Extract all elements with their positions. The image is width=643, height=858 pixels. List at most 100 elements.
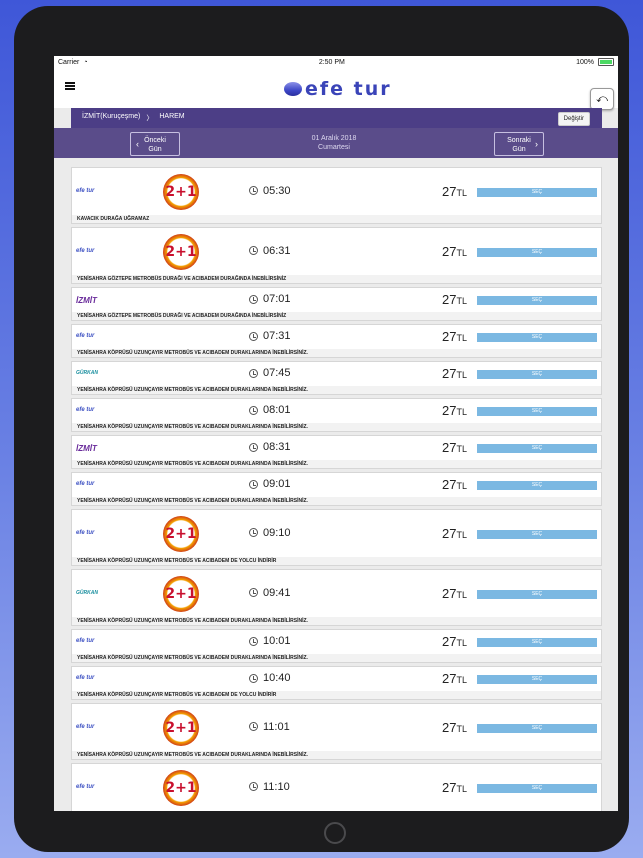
time-text: 09:41 [263, 586, 291, 599]
select-trip-button[interactable]: SEÇ [477, 783, 597, 793]
departure-time: 06:31 [249, 245, 291, 257]
trip-card[interactable]: efe tur 10:01 27TL SEÇ YENİSAHRA KÖPRÜSÜ UZU… [71, 629, 602, 663]
trip-row: efe tur 2+1 11:01 27TL SEÇ [72, 704, 601, 751]
time-text: 09:10 [263, 526, 291, 539]
trip-card[interactable]: GÜRKAN 07:45 27TL SEÇ YENİSAHRA KÖPRÜSÜ UZUN… [71, 361, 602, 395]
wifi-icon: ◔ [83, 58, 88, 66]
price-currency: TL [456, 589, 467, 600]
app-screen: Carrier ◔ 2:50 PM 100% efe tur ⤺ İZMİT(K… [54, 56, 618, 811]
trip-card[interactable]: GÜRKAN 2+1 09:41 27TL SEÇ YENİSAHRA KÖPRÜSÜ U… [71, 569, 602, 626]
price-currency: TL [456, 247, 467, 258]
selected-date: 01 Aralık 2018 Cumartesi [284, 134, 384, 152]
trip-card[interactable]: efe tur 2+1 11:01 27TL SEÇ YENİSAHRA KÖPRÜSÜ … [71, 703, 602, 760]
change-route-button[interactable]: Değiştir [557, 112, 590, 126]
select-trip-button[interactable]: SEÇ [477, 247, 597, 257]
trip-price: 27TL [442, 671, 467, 686]
price-value: 27 [442, 585, 457, 601]
trip-note: YENİSAHRA KÖPRÜSÜ UZUNÇAYIR METROBÜS VE … [72, 349, 601, 357]
clock-icon [249, 528, 258, 537]
select-trip-button[interactable]: SEÇ [477, 529, 597, 539]
select-trip-button[interactable]: SEÇ [477, 407, 597, 416]
next-day-button[interactable]: › Sonraki Gün [494, 132, 544, 156]
trip-card[interactable]: efe tur 2+1 06:31 27TL SEÇ YENİSAHRA GÖZTEPE … [71, 227, 602, 284]
trip-row: efe tur 09:01 27TL SEÇ [72, 473, 601, 497]
seat-layout-badge: 2+1 [163, 575, 199, 612]
trip-price: 27TL [442, 780, 467, 795]
select-trip-button[interactable]: SEÇ [477, 638, 597, 647]
price-value: 27 [442, 477, 457, 492]
time-text: 11:01 [263, 720, 290, 733]
price-value: 27 [442, 366, 457, 381]
trip-list: efe tur 2+1 05:30 27TL SEÇ KAVACIK DURAĞA UĞR… [71, 167, 602, 811]
departure-time: 10:40 [249, 672, 291, 684]
select-trip-button[interactable]: SEÇ [477, 444, 597, 453]
company-logo: efe tur [76, 187, 95, 194]
trip-note: YENİSAHRA GÖZTEPE METROBÜS DURAĞI VE ACI… [72, 275, 601, 283]
select-trip-button[interactable]: SEÇ [477, 481, 597, 490]
company-logo: İZMİT [76, 444, 97, 453]
trip-card[interactable]: efe tur 10:40 27TL SEÇ YENİSAHRA KÖPRÜSÜ UZU… [71, 666, 602, 700]
company-logo: efe tur [76, 723, 95, 730]
trip-card[interactable]: efe tur 08:01 27TL SEÇ YENİSAHRA KÖPRÜSÜ UZU… [71, 398, 602, 432]
time-text: 07:45 [263, 367, 291, 379]
select-trip-button[interactable]: SEÇ [477, 333, 597, 342]
route-origin: İZMİT(Kuruçeşme) [82, 113, 141, 120]
price-currency: TL [456, 675, 467, 685]
seat-layout-badge: 2+1 [163, 709, 199, 746]
company-logo: efe tur [76, 407, 95, 413]
app-header: efe tur ⤺ [54, 68, 618, 110]
select-trip-button[interactable]: SEÇ [477, 675, 597, 684]
hamburger-menu-icon[interactable] [65, 82, 75, 90]
time-text: 10:40 [263, 672, 291, 684]
route-bar: İZMİT(Kuruçeşme) 〉 HAREM Değiştir [71, 108, 602, 128]
departure-time: 08:31 [249, 441, 291, 453]
trip-card[interactable]: İZMİT 08:31 27TL SEÇ YENİSAHRA KÖPRÜSÜ UZUNÇ… [71, 435, 602, 469]
trip-price: 27TL [442, 184, 467, 199]
select-trip-button[interactable]: SEÇ [477, 296, 597, 305]
time-text: 08:01 [263, 404, 291, 416]
time-text: 11:10 [263, 780, 290, 793]
trip-note: YENİSAHRA KÖPRÜSÜ UZUNÇAYIR METROBÜS VE … [72, 751, 601, 759]
clock-icon [249, 186, 258, 195]
previous-day-button[interactable]: ‹ Önceki Gün [130, 132, 180, 156]
clock-icon [249, 673, 258, 683]
chevron-left-icon: ‹ [136, 139, 139, 149]
trip-card[interactable]: efe tur 09:01 27TL SEÇ YENİSAHRA KÖPRÜSÜ UZU… [71, 472, 602, 506]
select-trip-button[interactable]: SEÇ [477, 723, 597, 733]
clock-icon [249, 294, 258, 304]
back-button[interactable]: ⤺ [590, 88, 614, 110]
trip-card[interactable]: efe tur 07:31 27TL SEÇ YENİSAHRA KÖPRÜSÜ UZU… [71, 324, 602, 358]
departure-time: 07:45 [249, 367, 291, 379]
trip-card[interactable]: İZMİT 07:01 27TL SEÇ YENİSAHRA GÖZTEPE METRO… [71, 287, 602, 321]
price-currency: TL [456, 407, 467, 417]
chevron-right-icon: › [535, 139, 538, 149]
price-value: 27 [442, 183, 457, 199]
trip-row: İZMİT 08:31 27TL SEÇ [72, 436, 601, 460]
tablet-frame: Carrier ◔ 2:50 PM 100% efe tur ⤺ İZMİT(K… [14, 6, 629, 852]
trip-row: efe tur 2+1 09:10 27TL SEÇ [72, 510, 601, 557]
company-logo: efe tur [76, 783, 95, 790]
trip-row: efe tur 10:01 27TL SEÇ [72, 630, 601, 654]
trip-note: YENİSAHRA KÖPRÜSÜ UZUNÇAYIR METROBÜS VE … [72, 497, 601, 505]
departure-time: 07:31 [249, 330, 291, 342]
trip-price: 27TL [442, 403, 467, 418]
select-trip-button[interactable]: SEÇ [477, 187, 597, 197]
trip-note: YENİSAHRA KÖPRÜSÜ UZUNÇAYIR METROBÜS VE … [72, 557, 601, 565]
company-logo: efe tur [76, 247, 95, 254]
price-currency: TL [456, 638, 467, 648]
trip-row: efe tur 07:31 27TL SEÇ [72, 325, 601, 349]
price-value: 27 [442, 634, 457, 649]
home-button[interactable] [324, 822, 346, 844]
next-label-2: Gün [512, 146, 526, 153]
time-text: 08:31 [263, 441, 291, 453]
trip-card[interactable]: efe tur 2+1 09:10 27TL SEÇ YENİSAHRA KÖPRÜSÜ … [71, 509, 602, 566]
select-trip-button[interactable]: SEÇ [477, 589, 597, 599]
trip-card[interactable]: efe tur 2+1 05:30 27TL SEÇ KAVACIK DURAĞA UĞR… [71, 167, 602, 224]
clock-icon [249, 331, 258, 341]
route-destination: HAREM [159, 113, 185, 120]
price-currency: TL [456, 529, 467, 540]
seat-layout-badge: 2+1 [163, 515, 199, 552]
trip-row: GÜRKAN 2+1 09:41 27TL SEÇ [72, 570, 601, 617]
select-trip-button[interactable]: SEÇ [477, 370, 597, 379]
